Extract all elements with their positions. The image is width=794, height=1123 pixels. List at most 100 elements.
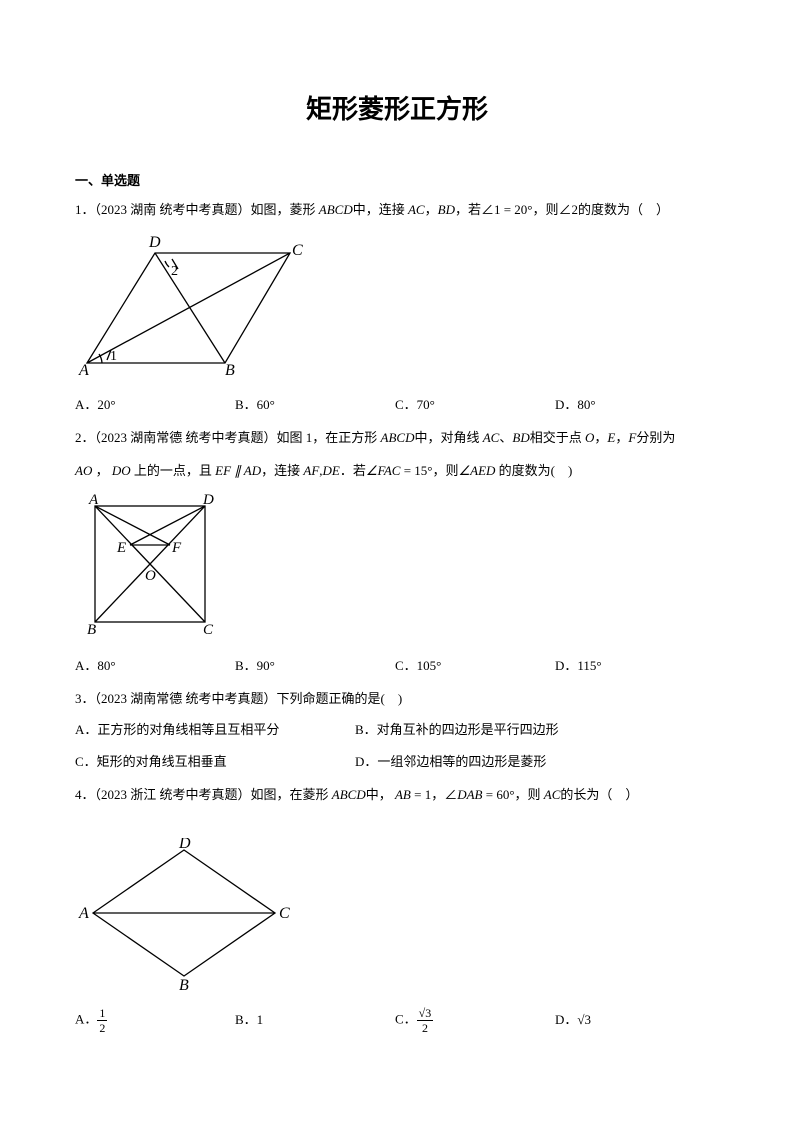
q4-od-v: √3 (577, 1012, 591, 1027)
q2-opt-b: B．90° (235, 654, 395, 679)
q2-l1h: 分别为 (636, 430, 675, 445)
q3-options-row2: C．矩形的对角线互相垂直 D．一组邻边相等的四边形是菱形 (75, 750, 719, 775)
q2-l2c: DO (112, 463, 131, 478)
q4-text: 4．（2023 浙江 统考中考真题）如图，在菱形 ABCD中， AB = 1，∠… (75, 783, 719, 808)
q1-t4: ，若∠1 = 20°，则∠2的度数为（ ） (455, 202, 669, 217)
q4-opt-a: A．12 (75, 1007, 235, 1034)
q4-tab: AB (395, 787, 411, 802)
q1-od-v: 80° (577, 397, 595, 412)
q1-oc-v: 70° (417, 397, 435, 412)
q4-ld: D (178, 838, 191, 852)
q2-oc-v: 105° (417, 658, 442, 673)
q3-opt-b: B．对角互补的四边形是平行四边形 (355, 718, 635, 743)
q1-angle-2: 2 (171, 264, 178, 279)
q1-oa-v: 20° (97, 397, 115, 412)
q2-l2i: DE (323, 463, 340, 478)
q2-l2b: ， (92, 463, 112, 478)
q2-l2m: ∠AED (458, 463, 495, 478)
q4-tabcd: ABCD (332, 787, 366, 802)
q4-ob-l: B． (235, 1012, 257, 1027)
q1-opt-b: B．60° (235, 393, 395, 418)
q2-oa-l: A． (75, 658, 97, 673)
q4-la: A (78, 905, 89, 922)
q3-options-row1: A．正方形的对角线相等且互相平分 B．对角互补的四边形是平行四边形 (75, 718, 719, 743)
q2-l1o: O (585, 430, 594, 445)
q4-oa-den: 2 (97, 1021, 107, 1034)
q2-od-v: 115° (577, 658, 601, 673)
q1-t3: ， (425, 202, 438, 217)
q2-l1d: 相交于点 (530, 430, 585, 445)
q2-oa-v: 80° (97, 658, 115, 673)
q4-opt-d: D．√3 (555, 1008, 715, 1033)
q3-opt-d: D．一组邻边相等的四边形是菱形 (355, 750, 635, 775)
q3-text: 3．（2023 湖南常德 统考中考真题）下列命题正确的是( ) (75, 687, 719, 712)
q2-text-line1: 2．（2023 湖南常德 统考中考真题）如图 1，在正方形 ABCD中，对角线 … (75, 426, 719, 451)
q4-tc: = 1，∠ (411, 787, 457, 802)
q2-lf: F (171, 540, 182, 556)
q2-l2n: 的度数为( ) (495, 463, 572, 478)
q1-label-b: B (225, 362, 235, 379)
q2-l1bd: BD (512, 430, 529, 445)
q2-l1f: ， (615, 430, 628, 445)
question-3: 3．（2023 湖南常德 统考中考真题）下列命题正确的是( ) A．正方形的对角… (75, 687, 719, 775)
q4-te: 的长为（ ） (560, 787, 638, 802)
q2-od-l: D． (555, 658, 577, 673)
q2-l2e: EF ∥ AD (215, 463, 261, 478)
q2-ld: D (202, 492, 214, 508)
q1-ob-v: 60° (257, 397, 275, 412)
q2-oc-l: C． (395, 658, 417, 673)
q1-figure: A B C D 1 2 (75, 229, 719, 388)
q4-ta: 4．（2023 浙江 统考中考真题）如图，在菱形 (75, 787, 332, 802)
q1-t2: 中，连接 (353, 202, 408, 217)
q4-lc: C (279, 905, 290, 922)
q4-options: A．12 B．1 C．√32 D．√3 (75, 1007, 719, 1034)
q4-tac: AC (544, 787, 561, 802)
q2-options: A．80° B．90° C．105° D．115° (75, 654, 719, 679)
q2-opt-c: C．105° (395, 654, 555, 679)
q4-opt-c: C．√32 (395, 1007, 555, 1034)
question-4: 4．（2023 浙江 统考中考真题）如图，在菱形 ABCD中， AB = 1，∠… (75, 783, 719, 1034)
q4-oc-frac: √32 (417, 1007, 434, 1034)
q4-opt-b: B．1 (235, 1008, 395, 1033)
q1-ac: AC (408, 202, 425, 217)
q1-label-d: D (148, 234, 161, 251)
q1-oc-l: C． (395, 397, 417, 412)
q4-oa-l: A． (75, 1012, 97, 1027)
q2-lc: C (203, 622, 214, 638)
q2-lb: B (87, 622, 96, 638)
q1-label-a: A (78, 362, 89, 379)
q2-l1a: 2．（2023 湖南常德 统考中考真题）如图 1，在正方形 (75, 430, 381, 445)
q2-l1c: 、 (499, 430, 512, 445)
q4-tdab: DAB (457, 787, 482, 802)
q2-le: E (116, 540, 126, 556)
q1-opt-d: D．80° (555, 393, 715, 418)
q2-l2l: = 15°，则 (400, 463, 458, 478)
q4-oa-num: 1 (97, 1007, 107, 1021)
q2-ob-v: 90° (257, 658, 275, 673)
q2-l2j: ．若 (340, 463, 366, 478)
question-1: 1．（2023 湖南 统考中考真题）如图，菱形 ABCD中，连接 AC，BD，若… (75, 198, 719, 418)
q1-angle-1: 1 (110, 349, 117, 364)
q1-t1: 1．（2023 湖南 统考中考真题）如图，菱形 (75, 202, 319, 217)
q4-oc-l: C． (395, 1012, 417, 1027)
q2-l2a: AO (75, 463, 92, 478)
q1-text: 1．（2023 湖南 统考中考真题）如图，菱形 ABCD中，连接 AC，BD，若… (75, 198, 719, 223)
q4-figure: A C D B (75, 838, 719, 1002)
q2-ob-l: B． (235, 658, 257, 673)
q3-opt-c: C．矩形的对角线互相垂直 (75, 750, 355, 775)
q2-l2d: 上的一点，且 (131, 463, 216, 478)
q4-oa-frac: 12 (97, 1007, 107, 1034)
q2-figure: A D B C E F O (75, 490, 719, 649)
q1-opt-c: C．70° (395, 393, 555, 418)
q4-oc-num: √3 (417, 1007, 434, 1021)
q3-opt-a: A．正方形的对角线相等且互相平分 (75, 718, 355, 743)
q2-l1b: 中，对角线 (414, 430, 482, 445)
q4-lb: B (179, 977, 189, 993)
q1-opt-a: A．20° (75, 393, 235, 418)
q2-l2k: ∠FAC (366, 463, 401, 478)
q2-l2f: ，连接 (261, 463, 303, 478)
q4-od-l: D． (555, 1012, 577, 1027)
q2-l2g: AF (303, 463, 319, 478)
q2-l1abcd: ABCD (381, 430, 415, 445)
q2-opt-a: A．80° (75, 654, 235, 679)
